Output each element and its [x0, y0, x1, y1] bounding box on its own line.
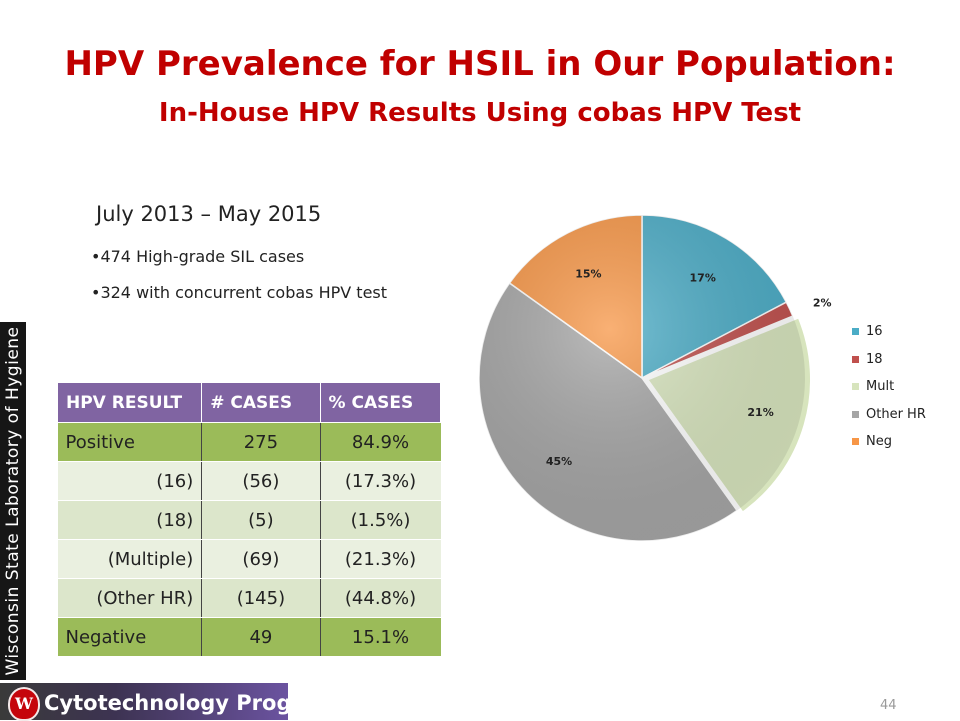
legend-swatch — [852, 328, 859, 336]
hpv-pie-chart: 17% 2% 21% 45% 15% — [478, 214, 832, 542]
chart-legend: 16 18 Mult Other HR Neg — [852, 318, 926, 456]
table-cell: (17.3%) — [320, 461, 441, 501]
sidebar-band — [0, 322, 26, 680]
legend-swatch — [852, 410, 859, 418]
table-row: (Multiple) (69) (21.3%) — [57, 539, 441, 579]
table-row: (18) (5) (1.5%) — [57, 500, 441, 540]
header-pct-cases: % CASES — [319, 382, 442, 423]
pie-data-label: 15% — [575, 268, 601, 281]
pie-data-label: 2% — [813, 296, 832, 309]
legend-item: 18 — [852, 346, 926, 374]
table-cell: (21.3%) — [320, 539, 441, 579]
legend-label: Mult — [866, 379, 895, 395]
legend-label: Other HR — [866, 406, 926, 422]
table-cell: Positive — [57, 422, 203, 462]
page-number: 44 — [880, 698, 897, 713]
pie-data-label: 21% — [747, 406, 773, 419]
header-hpv-result: HPV RESULT — [56, 382, 203, 423]
sidebar-institution-text: Wisconsin State Laboratory of Hygiene — [3, 326, 23, 676]
table-cell: 15.1% — [320, 617, 441, 657]
table-row: Negative 49 15.1% — [57, 617, 441, 657]
table-cell: (145) — [201, 578, 321, 618]
table-cell: 49 — [201, 617, 321, 657]
header-num-cases: # CASES — [201, 382, 321, 423]
legend-item: 16 — [852, 318, 926, 346]
table-cell: (44.8%) — [320, 578, 441, 618]
slide-subtitle: In-House HPV Results Using cobas HPV Tes… — [158, 98, 802, 128]
table-cell: (Other HR) — [57, 578, 203, 618]
footer-banner — [0, 683, 288, 720]
footer-program-name: Cytotechnology Program — [44, 691, 338, 715]
hpv-results-table: HPV RESULT # CASES % CASES Positive 275 … — [56, 382, 442, 657]
legend-swatch — [852, 383, 859, 391]
table-row: (16) (56) (17.3%) — [57, 461, 441, 501]
table-cell: 275 — [201, 422, 321, 462]
legend-label: Neg — [866, 434, 892, 450]
slide-title: HPV Prevalence for HSIL in Our Populatio… — [64, 44, 896, 84]
legend-label: 16 — [866, 324, 883, 340]
table-header-row: HPV RESULT # CASES % CASES — [56, 382, 442, 423]
table-cell: (18) — [57, 500, 203, 540]
table-cell: (56) — [201, 461, 321, 501]
table-cell: Negative — [57, 617, 203, 657]
date-range: July 2013 – May 2015 — [96, 202, 322, 226]
legend-item: Neg — [852, 428, 926, 456]
bullet-cases: •474 High-grade SIL cases — [91, 247, 305, 266]
table-row: (Other HR) (145) (44.8%) — [57, 578, 441, 618]
table-cell: (1.5%) — [320, 500, 441, 540]
table-cell: (16) — [57, 461, 203, 501]
table-row: Positive 275 84.9% — [57, 422, 441, 462]
pie-data-label: 17% — [690, 272, 716, 285]
table-cell: 84.9% — [320, 422, 441, 462]
pie-data-label: 45% — [546, 455, 572, 468]
legend-item: Other HR — [852, 401, 926, 429]
legend-item: Mult — [852, 373, 926, 401]
legend-label: 18 — [866, 351, 883, 367]
university-crest-logo: W — [8, 687, 40, 721]
bullet-concurrent-tests: •324 with concurrent cobas HPV test — [91, 283, 388, 302]
table-cell: (Multiple) — [57, 539, 203, 579]
legend-swatch — [852, 355, 859, 363]
table-cell: (5) — [201, 500, 321, 540]
legend-swatch — [852, 438, 859, 446]
table-cell: (69) — [201, 539, 321, 579]
